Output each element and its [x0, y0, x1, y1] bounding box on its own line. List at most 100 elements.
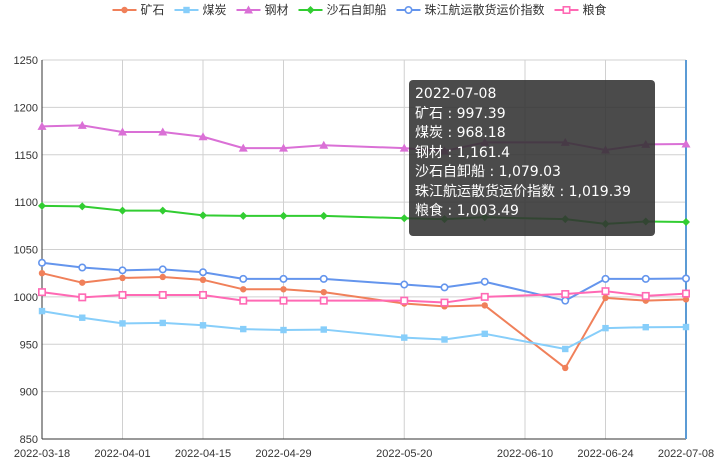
legend-marker: [306, 6, 315, 14]
data-point: [38, 201, 46, 210]
x-tick-label: 2022-07-08: [658, 448, 714, 460]
data-point: [681, 139, 691, 148]
data-point: [480, 277, 489, 286]
data-point: [641, 291, 650, 300]
data-point: [319, 211, 328, 220]
data-point: [239, 211, 248, 220]
data-point: [400, 280, 409, 289]
x-tick-label: 2022-04-29: [255, 448, 311, 460]
y-tick-label: 1050: [14, 245, 38, 257]
data-point: [682, 323, 690, 331]
data-point: [279, 274, 288, 283]
legend-marker: [183, 6, 190, 14]
legend-label: 煤炭: [203, 3, 227, 17]
data-point: [681, 289, 690, 298]
data-point: [199, 290, 208, 299]
data-point: [238, 143, 248, 152]
data-point: [681, 274, 690, 283]
data-point: [77, 120, 87, 129]
data-point: [400, 214, 409, 223]
legend-item: 煤炭: [174, 3, 227, 17]
data-point: [159, 319, 166, 327]
data-point: [400, 296, 409, 305]
x-tick-label: 2022-06-24: [577, 448, 633, 460]
data-point: [561, 290, 570, 299]
y-tick-label: 900: [20, 387, 38, 399]
data-point: [279, 296, 288, 305]
x-tick-label: 2022-05-20: [376, 448, 432, 460]
data-point: [562, 364, 569, 372]
legend-item: 沙石自卸船: [298, 2, 387, 17]
data-point: [562, 345, 569, 353]
tooltip-row-ore: 矿石 : 997.39: [415, 105, 506, 122]
data-point: [320, 288, 327, 296]
data-point: [319, 296, 328, 305]
data-point: [240, 325, 247, 333]
data-point: [37, 288, 46, 297]
data-point: [118, 266, 127, 275]
legend-item: 矿石: [112, 3, 165, 17]
legend-marker: [562, 6, 571, 15]
data-point: [480, 292, 489, 301]
data-point: [440, 298, 449, 307]
data-point: [119, 274, 126, 282]
data-point: [240, 286, 247, 293]
data-point: [118, 206, 127, 215]
data-point: [38, 269, 46, 277]
data-point: [682, 296, 690, 303]
data-point: [641, 274, 650, 283]
x-tick-label: 2022-04-01: [94, 448, 150, 460]
data-point: [79, 279, 86, 286]
data-point: [319, 140, 329, 149]
data-point: [601, 274, 610, 283]
data-point: [78, 293, 87, 302]
x-tick-label: 2022-04-15: [175, 448, 231, 460]
data-point: [682, 217, 690, 226]
data-point: [320, 326, 327, 333]
data-point: [239, 274, 248, 283]
data-point: [158, 206, 167, 215]
y-tick-label: 1000: [14, 292, 38, 304]
legend-item: 钢材: [236, 3, 289, 17]
data-point: [79, 314, 86, 321]
data-point: [280, 286, 287, 293]
legend-item: 珠江航运散货运价指数: [396, 2, 545, 17]
y-tick-label: 850: [20, 434, 38, 446]
data-point: [279, 211, 288, 220]
tooltip-row-coal: 煤炭 : 968.18: [415, 125, 506, 141]
tooltip-row-pearl-river-index: 珠江航运散货运价指数 : 1,019.39: [415, 183, 631, 200]
y-tick-label: 950: [20, 339, 38, 351]
legend-label: 沙石自卸船: [327, 2, 387, 17]
series-line-1: [41, 310, 687, 350]
data-point: [481, 330, 488, 338]
data-point: [118, 290, 127, 299]
data-point: [642, 323, 649, 331]
data-point: [119, 320, 126, 327]
data-point: [481, 302, 488, 309]
legend-marker: [244, 5, 253, 14]
data-point: [239, 296, 248, 305]
data-point: [158, 127, 168, 136]
x-tick-label: 2022-03-18: [14, 448, 70, 460]
tooltip-row-sand-dump-ship: 沙石自卸船 : 1,079.03: [415, 164, 561, 180]
data-point: [601, 287, 610, 296]
data-point: [399, 143, 409, 152]
data-point: [279, 143, 288, 152]
axes: 1250 1200 1150 1100 1050 1000 950 900 850 2022-03…: [14, 55, 715, 460]
legend-label: 珠江航运散货运价指数: [425, 2, 545, 17]
data-point: [440, 283, 449, 292]
legend-marker: [404, 6, 413, 15]
legend: 矿石 煤炭 钢材 沙石自卸船 珠江航运散货运价指数 粮食: [112, 2, 607, 17]
tooltip-date: 2022-07-08: [415, 86, 497, 102]
legend-item: 粮食: [554, 2, 607, 17]
legend-label: 粮食: [583, 2, 607, 17]
data-point: [118, 127, 127, 136]
y-tick-label: 1200: [14, 102, 38, 114]
legend-marker: [121, 6, 128, 14]
data-point: [561, 296, 570, 305]
tooltip: 2022-07-08 矿石 : 997.39 煤炭 : 968.18 钢材 : …: [409, 80, 655, 236]
data-point: [602, 324, 609, 332]
data-point: [199, 211, 207, 220]
y-tick-label: 1250: [14, 55, 38, 67]
y-tick-label: 1100: [14, 197, 38, 209]
